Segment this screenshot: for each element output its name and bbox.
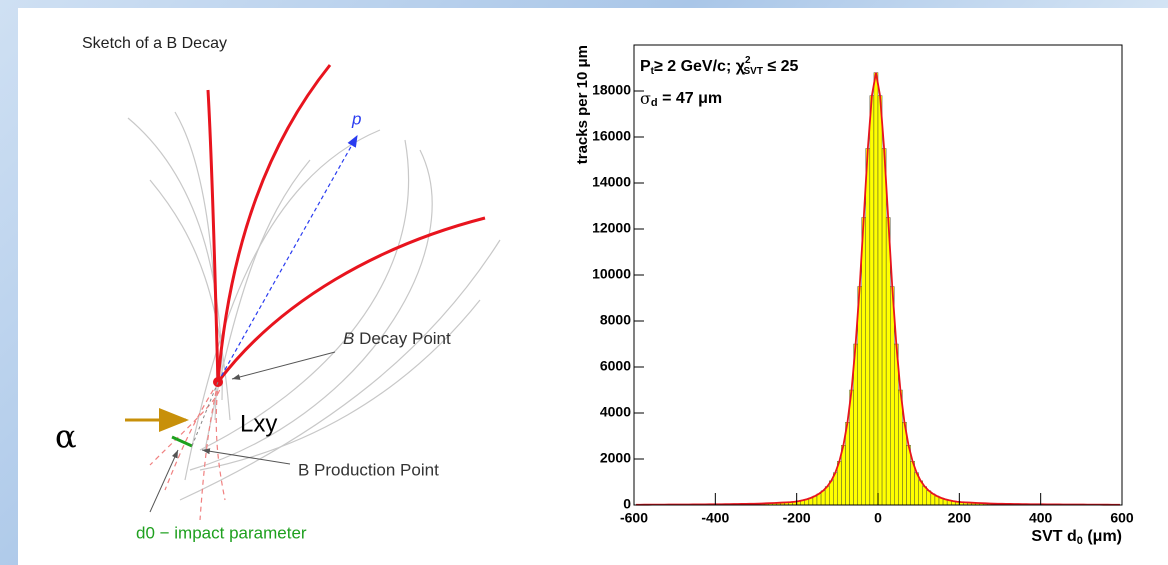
- y-axis-label: tracks per 10 μm: [574, 45, 591, 164]
- annotation-sigma-part: σ: [640, 89, 651, 108]
- bar: [861, 217, 867, 506]
- annotation-cuts-part: ≤ 25: [763, 58, 799, 75]
- x-tick-label: 400: [1029, 510, 1053, 526]
- x-tick-label: 200: [948, 510, 972, 526]
- bar: [833, 472, 838, 506]
- alpha-label: α: [55, 418, 77, 456]
- y-tick-label: 2000: [600, 450, 631, 466]
- sketch: Sketch of a B Decay: [55, 35, 501, 542]
- y-tick-label: 0: [623, 496, 631, 512]
- y-tick-label: 4000: [600, 404, 631, 420]
- x-tick-label: -200: [783, 510, 811, 526]
- y-tick-label: 18000: [592, 82, 631, 98]
- decay-point-label: B Decay Point: [343, 329, 451, 348]
- production-point-label: B Production Point: [298, 460, 439, 479]
- annotation-cuts-part: ≥ 2 GeV/c; χ: [654, 58, 746, 75]
- y-tick-label: 8000: [600, 312, 631, 328]
- y-tick-label: 14000: [592, 174, 631, 190]
- x-tick-label: 600: [1110, 510, 1134, 526]
- y-tick-label: 16000: [592, 128, 631, 144]
- annotation-sigma-part: = 47 μm: [658, 90, 723, 107]
- x-axis-label-part: (μm): [1083, 528, 1122, 545]
- sketch-title: Sketch of a B Decay: [82, 35, 227, 52]
- x-tick-label: 0: [874, 510, 882, 526]
- bar: [922, 486, 928, 506]
- decay-point-text: Decay Point: [354, 329, 451, 348]
- bar: [914, 472, 919, 506]
- bar: [881, 148, 887, 506]
- x-tick-label: -400: [701, 510, 729, 526]
- lxy-label: Lxy: [240, 410, 277, 437]
- d0-label: d0 − impact parameter: [136, 523, 307, 542]
- annotation-cuts-part: SVT: [744, 66, 763, 77]
- bar: [869, 95, 875, 506]
- bar: [885, 217, 891, 506]
- y-tick-label: 12000: [592, 220, 631, 236]
- x-axis-label-part: 0: [1077, 535, 1083, 547]
- momentum-label: p: [351, 109, 361, 128]
- y-tick-label: 6000: [600, 358, 631, 374]
- x-axis-label-part: SVT d: [1031, 528, 1076, 545]
- bar: [918, 480, 923, 506]
- decay-vertex: [213, 377, 223, 387]
- bar: [877, 95, 883, 506]
- histogram-chart: 0200040006000800010000120001400016000180…: [574, 44, 1134, 547]
- annotation-cuts-part: 2: [745, 55, 751, 66]
- annotation-cuts-part: t: [651, 66, 655, 77]
- y-tick-label: 10000: [592, 266, 631, 282]
- annotation-cuts-part: P: [640, 58, 651, 75]
- annotation-cuts: Pt≥ 2 GeV/c; χ2 SVT ≤ 25: [640, 55, 799, 77]
- x-axis-label: SVT d0 (μm): [1031, 528, 1122, 547]
- fit-curve: [636, 72, 1120, 506]
- bar: [824, 486, 830, 506]
- bar: [829, 480, 834, 506]
- decay-point-b: B: [343, 329, 354, 348]
- annotation-sigma: σd = 47 μm: [640, 89, 722, 109]
- x-tick-label: -600: [620, 510, 648, 526]
- bar: [865, 148, 871, 506]
- bar: [873, 72, 879, 506]
- annotation-sigma-part: d: [651, 97, 658, 109]
